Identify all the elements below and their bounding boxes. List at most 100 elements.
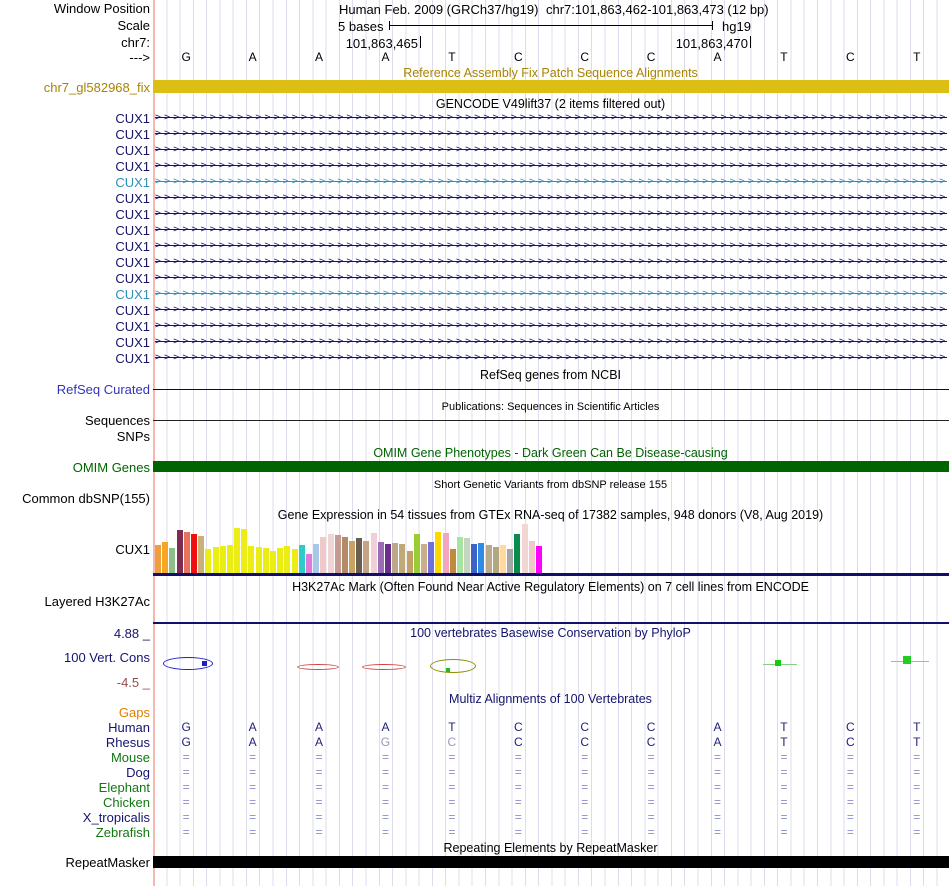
gencode-gene-label[interactable]: CUX1 xyxy=(115,223,150,238)
gtex-tissue-bar[interactable] xyxy=(320,536,327,573)
gtex-tissue-bar[interactable] xyxy=(234,527,241,573)
gtex-tissue-bar[interactable] xyxy=(492,546,499,573)
gtex-tissue-bar[interactable] xyxy=(406,550,413,573)
gene-transcript-row[interactable]: >>>>>>>>>>>>>>>>>>>>>>>>>>>>>>>>>>>>>>>>… xyxy=(155,286,947,302)
track-label-h3k27ac[interactable]: Layered H3K27Ac xyxy=(44,594,150,609)
gene-transcript-row[interactable]: >>>>>>>>>>>>>>>>>>>>>>>>>>>>>>>>>>>>>>>>… xyxy=(155,270,947,286)
track-label-sequences[interactable]: Sequences xyxy=(84,413,150,428)
gtex-tissue-bar[interactable] xyxy=(327,533,334,573)
gtex-tissue-bar[interactable] xyxy=(198,535,205,573)
gtex-tissue-bar[interactable] xyxy=(485,545,492,573)
track-label-conservation[interactable]: 100 Vert. Cons xyxy=(64,650,150,665)
gtex-tissue-bar[interactable] xyxy=(514,533,521,573)
gene-transcript-row[interactable]: >>>>>>>>>>>>>>>>>>>>>>>>>>>>>>>>>>>>>>>>… xyxy=(155,190,947,206)
gene-transcript-row[interactable]: >>>>>>>>>>>>>>>>>>>>>>>>>>>>>>>>>>>>>>>>… xyxy=(155,126,947,142)
gtex-tissue-bar[interactable] xyxy=(521,524,528,573)
species-label-mouse[interactable]: Mouse xyxy=(110,750,150,765)
gene-transcript-row[interactable]: >>>>>>>>>>>>>>>>>>>>>>>>>>>>>>>>>>>>>>>>… xyxy=(155,302,947,318)
gtex-tissue-bar[interactable] xyxy=(226,545,233,573)
gencode-gene-label[interactable]: CUX1 xyxy=(115,191,150,206)
track-label-fix-patch[interactable]: chr7_gl582968_fix xyxy=(43,80,150,95)
gencode-gene-label[interactable]: CUX1 xyxy=(115,143,150,158)
gtex-tissue-bar[interactable] xyxy=(219,545,226,573)
repeatmasker-bar[interactable] xyxy=(153,856,949,868)
gtex-tissue-bar[interactable] xyxy=(190,533,197,573)
gencode-gene-label[interactable]: CUX1 xyxy=(115,175,150,190)
gene-transcript-row[interactable]: >>>>>>>>>>>>>>>>>>>>>>>>>>>>>>>>>>>>>>>>… xyxy=(155,318,947,334)
gtex-tissue-bar[interactable] xyxy=(413,533,420,573)
gtex-tissue-bar[interactable] xyxy=(334,535,341,573)
gtex-tissue-bar[interactable] xyxy=(205,548,212,573)
gtex-tissue-bar[interactable] xyxy=(169,547,176,573)
gtex-tissue-bar[interactable] xyxy=(370,532,377,573)
omim-gene-bar[interactable] xyxy=(153,461,949,472)
gtex-tissue-bar[interactable] xyxy=(399,543,406,573)
gencode-gene-label[interactable]: CUX1 xyxy=(115,335,150,350)
gencode-gene-label[interactable]: CUX1 xyxy=(115,319,150,334)
gene-transcript-row[interactable]: >>>>>>>>>>>>>>>>>>>>>>>>>>>>>>>>>>>>>>>>… xyxy=(155,350,947,366)
gtex-tissue-bar[interactable] xyxy=(277,547,284,573)
gtex-tissue-bar[interactable] xyxy=(392,542,399,573)
gtex-tissue-bar[interactable] xyxy=(183,531,190,573)
gencode-gene-label[interactable]: CUX1 xyxy=(115,351,150,366)
gencode-gene-label[interactable]: CUX1 xyxy=(115,127,150,142)
species-label-gaps[interactable]: Gaps xyxy=(118,705,150,720)
track-label-snps[interactable]: SNPs xyxy=(116,429,150,444)
gtex-tissue-bar[interactable] xyxy=(385,543,391,573)
gtex-tissue-bar[interactable] xyxy=(155,544,161,573)
fix-patch-bar[interactable] xyxy=(153,80,949,93)
gene-transcript-row[interactable]: >>>>>>>>>>>>>>>>>>>>>>>>>>>>>>>>>>>>>>>>… xyxy=(155,254,947,270)
gencode-gene-label[interactable]: CUX1 xyxy=(115,239,150,254)
gtex-tissue-bar[interactable] xyxy=(471,543,478,573)
gencode-gene-label[interactable]: CUX1 xyxy=(115,287,150,302)
gtex-tissue-bar[interactable] xyxy=(262,547,269,573)
species-label-chicken[interactable]: Chicken xyxy=(103,795,150,810)
track-label-gtex-gene[interactable]: CUX1 xyxy=(115,542,150,557)
gtex-tissue-bar[interactable] xyxy=(500,544,506,573)
gtex-tissue-bar[interactable] xyxy=(428,541,435,573)
gtex-tissue-bar[interactable] xyxy=(356,537,363,573)
species-label-rhesus[interactable]: Rhesus xyxy=(105,735,150,750)
gtex-tissue-bar[interactable] xyxy=(270,551,276,573)
gtex-tissue-bar[interactable] xyxy=(507,549,514,573)
gtex-tissue-bar[interactable] xyxy=(442,532,449,573)
track-label-repeatmasker[interactable]: RepeatMasker xyxy=(65,855,150,870)
gtex-tissue-bar[interactable] xyxy=(456,536,463,573)
gene-transcript-row[interactable]: >>>>>>>>>>>>>>>>>>>>>>>>>>>>>>>>>>>>>>>>… xyxy=(155,158,947,174)
species-label-x_tropicalis[interactable]: X_tropicalis xyxy=(82,810,150,825)
gtex-tissue-bar[interactable] xyxy=(284,546,291,573)
gtex-bar-chart[interactable] xyxy=(155,524,545,573)
gencode-gene-label[interactable]: CUX1 xyxy=(115,271,150,286)
gtex-tissue-bar[interactable] xyxy=(420,543,427,573)
gtex-tissue-bar[interactable] xyxy=(464,537,471,573)
gtex-tissue-bar[interactable] xyxy=(363,540,370,573)
gene-transcript-row[interactable]: >>>>>>>>>>>>>>>>>>>>>>>>>>>>>>>>>>>>>>>>… xyxy=(155,334,947,350)
gtex-tissue-bar[interactable] xyxy=(377,541,384,573)
gencode-gene-label[interactable]: CUX1 xyxy=(115,111,150,126)
track-label-dbsnp[interactable]: Common dbSNP(155) xyxy=(22,491,150,506)
gencode-gene-label[interactable]: CUX1 xyxy=(115,255,150,270)
gtex-tissue-bar[interactable] xyxy=(478,542,485,573)
gene-transcript-row[interactable]: >>>>>>>>>>>>>>>>>>>>>>>>>>>>>>>>>>>>>>>>… xyxy=(155,174,947,190)
gtex-tissue-bar[interactable] xyxy=(248,545,255,573)
species-label-dog[interactable]: Dog xyxy=(126,765,150,780)
track-label-omim[interactable]: OMIM Genes xyxy=(72,460,150,475)
track-label-refseq-curated[interactable]: RefSeq Curated xyxy=(56,382,150,397)
gtex-tissue-bar[interactable] xyxy=(535,546,542,573)
gtex-tissue-bar[interactable] xyxy=(313,543,320,573)
gencode-gene-label[interactable]: CUX1 xyxy=(115,159,150,174)
sequences-track-line[interactable] xyxy=(153,420,949,421)
gene-transcript-row[interactable]: >>>>>>>>>>>>>>>>>>>>>>>>>>>>>>>>>>>>>>>>… xyxy=(155,110,947,126)
gtex-tissue-bar[interactable] xyxy=(341,536,348,573)
gtex-tissue-bar[interactable] xyxy=(241,528,248,573)
gtex-tissue-bar[interactable] xyxy=(528,540,535,573)
refseq-track-line[interactable] xyxy=(153,389,949,390)
species-label-zebrafish[interactable]: Zebrafish xyxy=(95,825,150,840)
gene-transcript-row[interactable]: >>>>>>>>>>>>>>>>>>>>>>>>>>>>>>>>>>>>>>>>… xyxy=(155,142,947,158)
species-label-human[interactable]: Human xyxy=(108,720,150,735)
gencode-gene-label[interactable]: CUX1 xyxy=(115,207,150,222)
gtex-tissue-bar[interactable] xyxy=(255,546,262,573)
gene-transcript-row[interactable]: >>>>>>>>>>>>>>>>>>>>>>>>>>>>>>>>>>>>>>>>… xyxy=(155,222,947,238)
gene-transcript-row[interactable]: >>>>>>>>>>>>>>>>>>>>>>>>>>>>>>>>>>>>>>>>… xyxy=(155,206,947,222)
gtex-tissue-bar[interactable] xyxy=(176,529,183,573)
